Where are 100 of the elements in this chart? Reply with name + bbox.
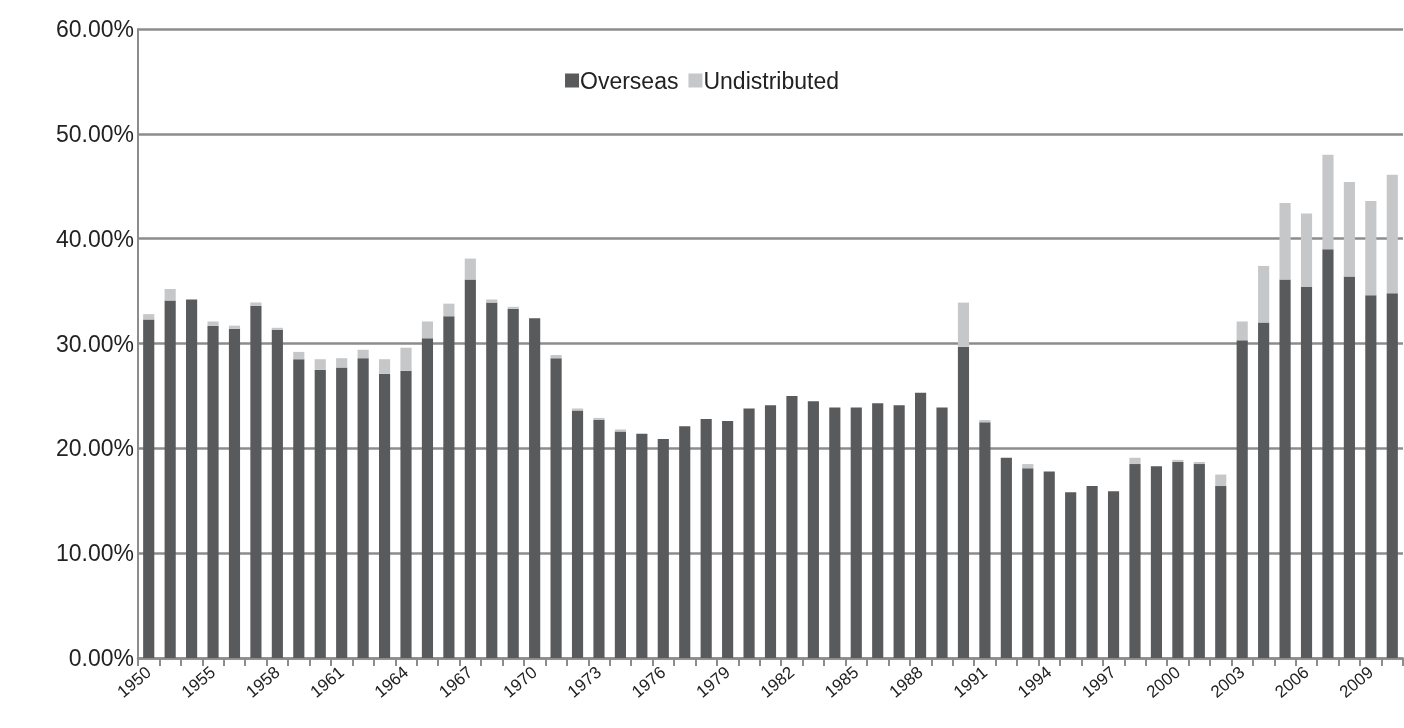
y-tick-label: 10.00% bbox=[55, 540, 134, 567]
bar bbox=[228, 328, 241, 658]
bar bbox=[915, 392, 927, 658]
bar bbox=[1215, 474, 1227, 487]
bar bbox=[593, 420, 605, 658]
bar bbox=[1000, 457, 1012, 658]
bar bbox=[378, 359, 391, 374]
bar bbox=[1193, 461, 1205, 465]
bar bbox=[893, 405, 905, 658]
bar bbox=[421, 338, 434, 658]
bar bbox=[1279, 203, 1291, 280]
bar bbox=[207, 321, 219, 326]
bar bbox=[443, 316, 455, 658]
bar bbox=[957, 346, 970, 658]
bar bbox=[807, 401, 819, 658]
bar bbox=[507, 308, 519, 658]
bar bbox=[164, 288, 176, 301]
bar bbox=[143, 314, 155, 320]
bar bbox=[1386, 293, 1398, 658]
bar bbox=[1236, 321, 1248, 341]
bar bbox=[850, 407, 862, 658]
bar bbox=[550, 355, 562, 359]
bar bbox=[743, 408, 755, 658]
bar bbox=[614, 429, 626, 432]
y-tick-label: 0.00% bbox=[68, 645, 134, 671]
bar bbox=[1022, 464, 1034, 469]
bar bbox=[400, 347, 412, 371]
bar bbox=[1022, 468, 1034, 658]
bar bbox=[1365, 295, 1377, 658]
bar bbox=[357, 349, 369, 359]
bar bbox=[1343, 182, 1355, 277]
bar bbox=[979, 422, 991, 658]
bar bbox=[336, 367, 348, 658]
bar bbox=[228, 325, 241, 329]
bar bbox=[378, 373, 391, 658]
bar bbox=[764, 405, 777, 658]
bar bbox=[357, 358, 369, 658]
bar bbox=[271, 327, 283, 330]
bar bbox=[1065, 492, 1077, 658]
y-tick-label: 30.00% bbox=[55, 330, 134, 357]
bar bbox=[700, 418, 712, 658]
legend-label: Undistributed bbox=[703, 67, 839, 94]
bar bbox=[143, 319, 155, 658]
bar bbox=[571, 410, 584, 658]
bar bbox=[1193, 464, 1205, 658]
bar bbox=[400, 370, 412, 658]
bar bbox=[1322, 249, 1334, 658]
bar bbox=[314, 359, 326, 370]
bar bbox=[207, 325, 219, 658]
bar bbox=[1279, 279, 1291, 658]
bar bbox=[786, 395, 798, 658]
bar bbox=[1365, 200, 1377, 296]
bar bbox=[293, 351, 305, 360]
bar bbox=[657, 438, 669, 658]
bar bbox=[722, 421, 734, 658]
bar bbox=[979, 420, 991, 423]
bar bbox=[571, 408, 584, 411]
bar bbox=[443, 303, 455, 317]
bar bbox=[1215, 486, 1227, 658]
y-tick-label: 60.00% bbox=[55, 16, 134, 42]
y-tick-label: 50.00% bbox=[55, 120, 134, 147]
bar bbox=[250, 305, 262, 658]
bar bbox=[1129, 457, 1141, 465]
bar bbox=[636, 433, 648, 658]
bar bbox=[957, 302, 970, 347]
legend-label: Overseas bbox=[580, 67, 679, 94]
bar bbox=[1258, 265, 1270, 323]
bar bbox=[614, 431, 626, 658]
bar bbox=[1322, 154, 1334, 250]
bar bbox=[486, 299, 498, 303]
bar bbox=[421, 321, 434, 339]
bar bbox=[186, 299, 198, 658]
bar bbox=[829, 407, 841, 658]
bar bbox=[507, 306, 519, 309]
bar bbox=[1386, 174, 1398, 294]
bar bbox=[872, 403, 884, 658]
bar bbox=[1043, 471, 1055, 658]
bar bbox=[1300, 286, 1313, 658]
bar bbox=[293, 359, 305, 658]
bar bbox=[1172, 461, 1184, 658]
bar bbox=[1107, 491, 1120, 658]
bar bbox=[250, 302, 262, 306]
bar bbox=[550, 358, 562, 658]
bar bbox=[164, 300, 176, 658]
bar bbox=[464, 258, 476, 280]
bar bbox=[1343, 276, 1355, 658]
bar bbox=[1129, 464, 1141, 658]
bar bbox=[271, 329, 283, 658]
bar bbox=[1258, 322, 1270, 658]
bar bbox=[336, 358, 348, 368]
bar bbox=[486, 302, 498, 658]
bar bbox=[314, 369, 326, 658]
bar bbox=[464, 279, 476, 658]
bar bbox=[1236, 340, 1248, 658]
y-tick-label: 20.00% bbox=[55, 435, 134, 462]
bar bbox=[593, 417, 605, 421]
y-tick-label: 40.00% bbox=[55, 225, 134, 252]
bar bbox=[529, 318, 541, 658]
bar bbox=[1086, 486, 1098, 658]
bar bbox=[1172, 459, 1184, 462]
